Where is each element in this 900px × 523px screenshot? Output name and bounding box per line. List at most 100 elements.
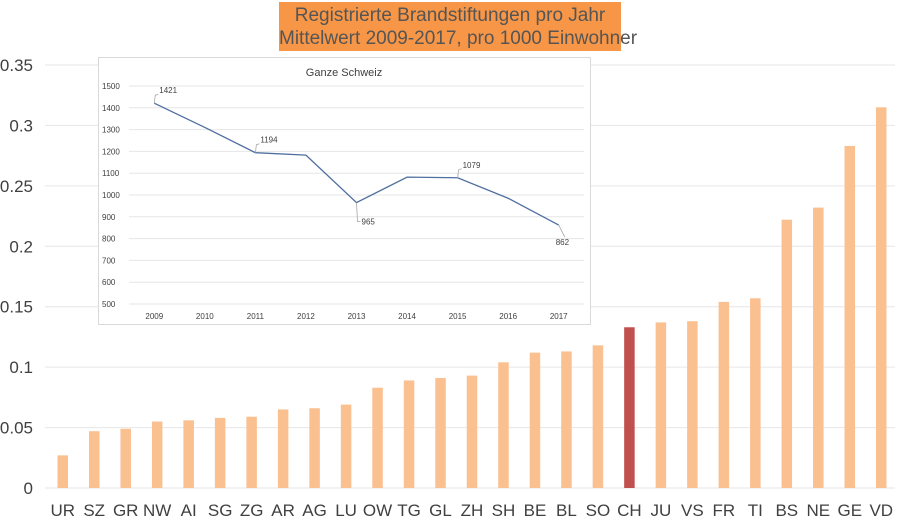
- y-tick-label: 0: [24, 479, 33, 498]
- inset-line-chart: Ganze Schweiz 500 600 700 800 900 1000 1100 120…: [98, 57, 591, 325]
- y-tick-label: 0.1: [9, 358, 33, 377]
- bar-ne: [813, 207, 824, 488]
- inset-y-tick-label: 700: [102, 256, 116, 265]
- bar-ti: [750, 298, 761, 488]
- x-tick-label: AI: [181, 501, 197, 520]
- inset-x-tick-label: 2017: [550, 312, 568, 321]
- inset-label-leader: [558, 224, 566, 238]
- inset-data-label: 1079: [463, 161, 481, 170]
- x-tick-label: LU: [335, 501, 357, 520]
- x-tick-label: VD: [869, 501, 893, 520]
- inset-x-tick-label: 2015: [449, 312, 467, 321]
- y-tick-label: 0.05: [0, 419, 33, 438]
- y-tick-label: 0.3: [9, 116, 33, 135]
- inset-y-tick-label: 1100: [102, 169, 120, 178]
- inset-data-label: 862: [556, 238, 570, 247]
- bar-ju: [655, 322, 667, 488]
- x-tick-label: SG: [208, 501, 233, 520]
- bar-ai: [183, 420, 194, 488]
- inset-y-tick-label: 1200: [102, 147, 120, 156]
- bar-bl: [561, 351, 572, 488]
- x-tick-label: OW: [363, 501, 392, 520]
- inset-gridlines: [129, 85, 584, 305]
- chart-title-box: Registrierte Brandstiftungen pro Jahr Mi…: [279, 2, 638, 51]
- inset-chart-title: Ganze Schweiz: [306, 67, 382, 79]
- bar-tg: [403, 380, 415, 488]
- bar-be: [529, 352, 541, 488]
- inset-data-label: 1421: [159, 86, 177, 95]
- bar-gl: [435, 378, 446, 488]
- chart-title: Registrierte Brandstiftungen pro Jahr: [294, 5, 606, 26]
- x-tick-label: NE: [806, 501, 830, 520]
- inset-label-leader: [457, 168, 462, 178]
- x-tick-label: GL: [429, 501, 452, 520]
- inset-x-tick-label: 2014: [398, 312, 416, 321]
- bar-lu: [340, 404, 352, 488]
- x-tick-label: GE: [837, 501, 862, 520]
- y-tick-label: 0.25: [0, 177, 33, 196]
- x-tick-label: VS: [681, 501, 704, 520]
- y-tick-label: 0.35: [0, 56, 33, 75]
- inset-y-tick-label: 1000: [102, 191, 120, 200]
- x-tick-label: CH: [617, 501, 642, 520]
- inset-y-tick-label: 800: [102, 235, 116, 244]
- bar-nw: [151, 421, 163, 488]
- inset-x-tick-label: 2012: [297, 312, 315, 321]
- bar-sh: [498, 362, 509, 488]
- bar-bs: [781, 219, 793, 488]
- inset-x-tick-label: 2016: [499, 312, 517, 321]
- bar-vs: [687, 321, 698, 488]
- inset-y-tick-label: 900: [102, 213, 116, 222]
- x-tick-label: SZ: [83, 501, 105, 520]
- x-tick-label: BS: [775, 501, 798, 520]
- chart-subtitle: Mittelwert 2009-2017, pro 1000 Einwohner: [279, 28, 638, 49]
- bar-vd: [876, 107, 887, 489]
- inset-y-tick-label: 1500: [102, 82, 120, 91]
- x-tick-label: GR: [113, 501, 139, 520]
- x-tick-label: SO: [586, 501, 611, 520]
- inset-x-tick-label: 2011: [247, 312, 265, 321]
- bar-zh: [466, 375, 478, 488]
- inset-y-tick-label: 1400: [102, 104, 120, 113]
- inset-x-axis: 2009 2010 2011 2012 2013 2014 2015 2016 2017: [145, 312, 568, 321]
- inset-label-leader: [254, 143, 260, 153]
- bar-sg: [214, 417, 226, 488]
- main-y-axis: 0 0.05 0.1 0.15 0.2 0.25 0.3 0.35: [0, 56, 33, 498]
- bar-ow: [372, 387, 383, 488]
- x-tick-label: TI: [748, 501, 763, 520]
- bar-ag: [309, 408, 320, 488]
- x-tick-label: AG: [302, 501, 327, 520]
- bar-ge: [844, 145, 856, 488]
- inset-data-label: 965: [362, 218, 376, 227]
- inset-data-labels: 1421 1194 965 1079 862: [153, 86, 570, 247]
- inset-x-tick-label: 2010: [196, 312, 214, 321]
- x-tick-label: TG: [397, 501, 421, 520]
- inset-label-leader: [356, 202, 361, 223]
- x-tick-label: BE: [524, 501, 547, 520]
- bar-zg: [246, 416, 257, 488]
- x-tick-label: NW: [143, 501, 171, 520]
- x-tick-label: FR: [713, 501, 736, 520]
- y-tick-label: 0.15: [0, 298, 33, 317]
- inset-y-axis: 500 600 700 800 900 1000 1100 1200 1300 1400 1500: [102, 82, 120, 309]
- bar-gr: [120, 428, 131, 488]
- inset-x-tick-label: 2013: [348, 312, 366, 321]
- x-tick-label: SH: [492, 501, 516, 520]
- bar-ar: [277, 409, 289, 488]
- inset-x-tick-label: 2009: [145, 312, 163, 321]
- inset-label-leader: [153, 93, 159, 104]
- x-tick-label: AR: [271, 501, 295, 520]
- bar-sz: [88, 431, 100, 488]
- bar-ur: [57, 455, 68, 488]
- bar-ch: [624, 327, 635, 488]
- y-tick-label: 0.2: [9, 237, 33, 256]
- inset-y-tick-label: 500: [102, 300, 116, 309]
- bar-so: [592, 345, 604, 488]
- x-tick-label: JU: [650, 501, 671, 520]
- x-tick-label: BL: [556, 501, 577, 520]
- x-tick-label: ZG: [240, 501, 264, 520]
- inset-data-label: 1194: [260, 136, 278, 145]
- x-tick-label: UR: [50, 501, 75, 520]
- bar-fr: [718, 301, 730, 488]
- main-x-axis: UR SZ GR NW AI SG ZG AR AG LU OW TG GL ZH SH BE BL SO CH JU…: [50, 501, 893, 520]
